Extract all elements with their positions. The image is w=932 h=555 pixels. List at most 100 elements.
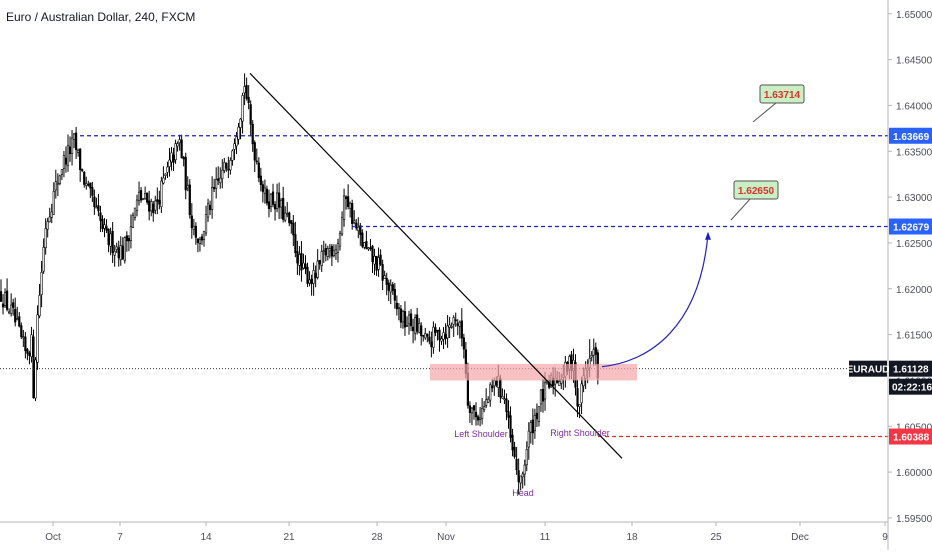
candle-body: [505, 398, 508, 413]
candle-body: [60, 169, 63, 175]
candle-body: [68, 146, 72, 154]
candle-body: [259, 175, 262, 185]
x-tick-label: 25: [710, 532, 722, 543]
candle-body: [401, 311, 405, 323]
candle-body: [355, 222, 358, 229]
candle-body: [403, 311, 407, 328]
candle-body: [206, 203, 210, 218]
candle-body: [326, 248, 329, 257]
price-label-text: 1.63669: [893, 132, 930, 143]
candle-body: [340, 217, 344, 235]
candle-body: [103, 224, 106, 229]
candle-body: [330, 246, 333, 257]
candle-body: [223, 162, 226, 171]
y-tick-label: 1.61500: [896, 331, 932, 342]
candle-body: [174, 143, 177, 161]
candle-body: [485, 399, 488, 406]
candle-body: [0, 291, 3, 302]
candle-body: [202, 230, 206, 240]
candle-body: [387, 282, 390, 291]
target-callout-lower-pointer: [730, 198, 751, 221]
candle-body: [511, 434, 514, 451]
candle-body: [192, 225, 195, 230]
candle-body: [113, 250, 116, 256]
candle-body: [142, 198, 145, 201]
candle-body: [284, 212, 287, 221]
candle-body: [296, 251, 299, 264]
candle-body: [381, 264, 384, 281]
x-tick-label: 28: [371, 532, 383, 543]
candle-body: [529, 422, 532, 433]
candle-body: [513, 446, 516, 458]
candle-body: [501, 396, 504, 399]
candle-body: [235, 136, 238, 147]
candle-body: [357, 226, 360, 232]
candle-body: [89, 182, 92, 189]
y-tick-label: 1.64500: [896, 56, 932, 67]
candle-body: [237, 126, 240, 140]
candle-body: [495, 381, 498, 386]
candle-body: [487, 398, 490, 403]
candle-body: [290, 220, 293, 225]
candle-body: [77, 149, 80, 153]
candle-body: [137, 191, 141, 201]
candle-body: [99, 212, 102, 221]
target-callout-upper-box: [759, 84, 805, 104]
candle-body: [217, 178, 220, 181]
candle-body: [162, 177, 165, 184]
candle-body: [119, 245, 122, 261]
candle-body: [172, 154, 175, 163]
candle-body: [324, 248, 327, 256]
candle-body: [558, 381, 561, 386]
candle-body: [32, 336, 35, 399]
candle-body: [448, 324, 451, 328]
candle-body: [247, 96, 250, 103]
y-tick-label: 1.64000: [896, 101, 932, 112]
candle-body: [97, 205, 100, 212]
candle-body: [462, 337, 465, 350]
candle-body: [20, 325, 23, 338]
candle-body: [481, 408, 484, 419]
candle-body: [318, 259, 321, 265]
candle-body: [454, 319, 457, 322]
neckline-zone: [430, 363, 637, 381]
candle-body: [379, 254, 382, 265]
candle-body: [470, 407, 474, 414]
candle-body: [316, 260, 319, 278]
candle-body: [539, 389, 543, 405]
candle-body: [158, 199, 161, 205]
candle-body: [204, 214, 208, 234]
candle-body: [373, 255, 376, 265]
target-callout-lower-text: 1.62650: [738, 186, 775, 197]
candle-body: [288, 212, 291, 224]
candle-body: [56, 182, 59, 185]
candle-body: [178, 139, 181, 144]
candle-body: [87, 183, 90, 186]
candle-body: [75, 132, 78, 151]
candle-body: [347, 196, 350, 207]
candle-body: [160, 180, 163, 208]
candle-body: [243, 86, 246, 94]
countdown-bg: [889, 378, 932, 395]
candle-body: [239, 118, 242, 128]
candle-body: [426, 333, 429, 337]
candle-body: [375, 255, 378, 271]
candle-body: [424, 333, 427, 339]
candle-body: [460, 320, 463, 339]
candle-body: [444, 334, 447, 339]
candle-body: [148, 200, 151, 212]
candle-body: [233, 143, 236, 150]
candle-body: [405, 325, 409, 327]
candle-body: [590, 354, 593, 358]
candle-body: [154, 200, 157, 211]
candle-body: [152, 203, 155, 214]
candle-body: [188, 184, 191, 216]
candle-body: [523, 464, 526, 475]
candle-body: [12, 302, 15, 308]
candle-body: [308, 279, 311, 284]
candle-body: [81, 169, 84, 171]
candle-body: [261, 184, 264, 192]
candle-body: [46, 221, 49, 230]
